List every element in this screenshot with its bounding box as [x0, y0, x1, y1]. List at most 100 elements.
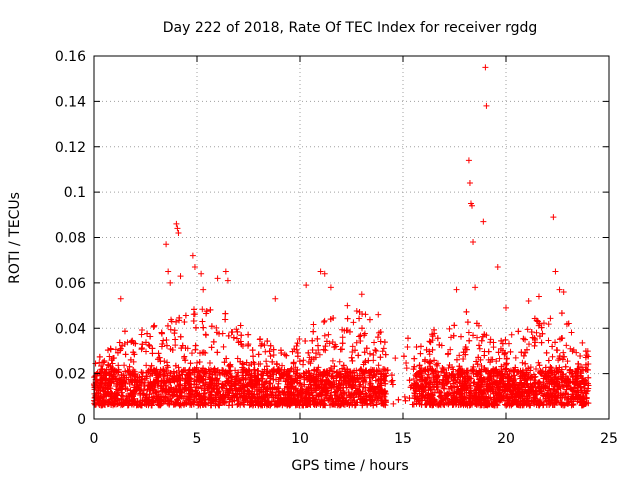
data-point: [307, 360, 314, 367]
data-point: [297, 380, 304, 387]
data-point: [577, 353, 584, 360]
data-point: [370, 351, 377, 358]
data-point: [474, 334, 481, 341]
data-point: [267, 353, 274, 360]
data-point: [255, 351, 262, 358]
data-point: [263, 358, 270, 365]
data-point: [423, 346, 430, 353]
data-point: [279, 362, 286, 369]
data-point: [549, 343, 556, 350]
data-point: [476, 345, 483, 352]
data-point: [339, 326, 346, 333]
data-point: [564, 358, 571, 365]
data-point: [403, 359, 410, 366]
data-point: [463, 308, 470, 315]
data-point: [199, 306, 206, 313]
data-point: [481, 352, 488, 359]
data-point: [568, 329, 575, 336]
data-point: [336, 358, 343, 365]
data-point: [400, 353, 407, 360]
data-point: [404, 335, 411, 342]
data-point: [234, 401, 241, 408]
data-point: [187, 360, 194, 367]
data-point: [456, 352, 463, 359]
data-point: [575, 360, 582, 367]
data-point: [139, 369, 146, 376]
data-point: [478, 337, 485, 344]
data-point: [338, 379, 345, 386]
data-point: [413, 344, 420, 351]
data-point: [281, 351, 288, 358]
data-point: [329, 338, 336, 345]
data-point: [188, 350, 195, 357]
data-point: [296, 336, 303, 343]
data-point: [380, 345, 387, 352]
data-point: [277, 347, 284, 354]
data-point: [366, 316, 373, 323]
data-point: [524, 326, 531, 333]
data-point: [356, 333, 363, 340]
data-point: [350, 319, 357, 326]
data-point: [106, 353, 113, 360]
data-point: [525, 341, 532, 348]
data-point: [314, 342, 321, 349]
data-point: [382, 351, 389, 358]
data-point: [234, 355, 241, 362]
data-point: [267, 342, 274, 349]
data-point: [150, 323, 157, 330]
data-point: [316, 351, 323, 358]
data-point: [329, 357, 336, 364]
data-point: [314, 335, 321, 342]
data-point: [321, 332, 328, 339]
data-point: [379, 348, 386, 355]
data-point: [121, 362, 128, 369]
data-point: [339, 334, 346, 341]
data-point: [202, 331, 209, 338]
data-point: [376, 367, 383, 374]
grid-lines: [94, 56, 609, 419]
data-point: [348, 354, 355, 361]
data-point: [570, 346, 577, 353]
data-point: [359, 325, 366, 332]
data-point: [416, 362, 423, 369]
data-point: [502, 336, 509, 343]
data-point: [547, 315, 554, 322]
data-point: [496, 355, 503, 362]
data-point: [184, 345, 191, 352]
data-point: [232, 367, 239, 374]
data-point: [549, 353, 556, 360]
data-point: [362, 311, 369, 318]
data-point: [238, 332, 245, 339]
data-point: [172, 342, 179, 349]
data-point: [257, 360, 264, 367]
data-point: [406, 377, 413, 384]
data-point: [395, 396, 402, 403]
data-point: [563, 342, 570, 349]
data-point: [141, 377, 148, 384]
data-point: [392, 355, 399, 362]
data-point: [262, 348, 269, 355]
data-point: [144, 330, 151, 337]
data-point: [302, 338, 309, 345]
data-point: [315, 364, 322, 371]
data-point: [321, 317, 328, 324]
data-point: [522, 360, 529, 367]
data-point: [245, 331, 252, 338]
data-point: [339, 340, 346, 347]
data-point: [487, 336, 494, 343]
data-point: [171, 330, 178, 337]
data-point: [410, 401, 417, 408]
data-point: [196, 359, 203, 366]
data-point: [237, 322, 244, 329]
data-point: [356, 367, 363, 374]
data-point: [164, 359, 171, 366]
data-point: [371, 339, 378, 346]
data-point: [175, 364, 182, 371]
data-point: [288, 365, 295, 372]
data-point: [569, 348, 576, 355]
data-point: [433, 361, 440, 368]
data-point: [519, 359, 526, 366]
data-point: [545, 321, 552, 328]
data-point: [200, 324, 207, 331]
